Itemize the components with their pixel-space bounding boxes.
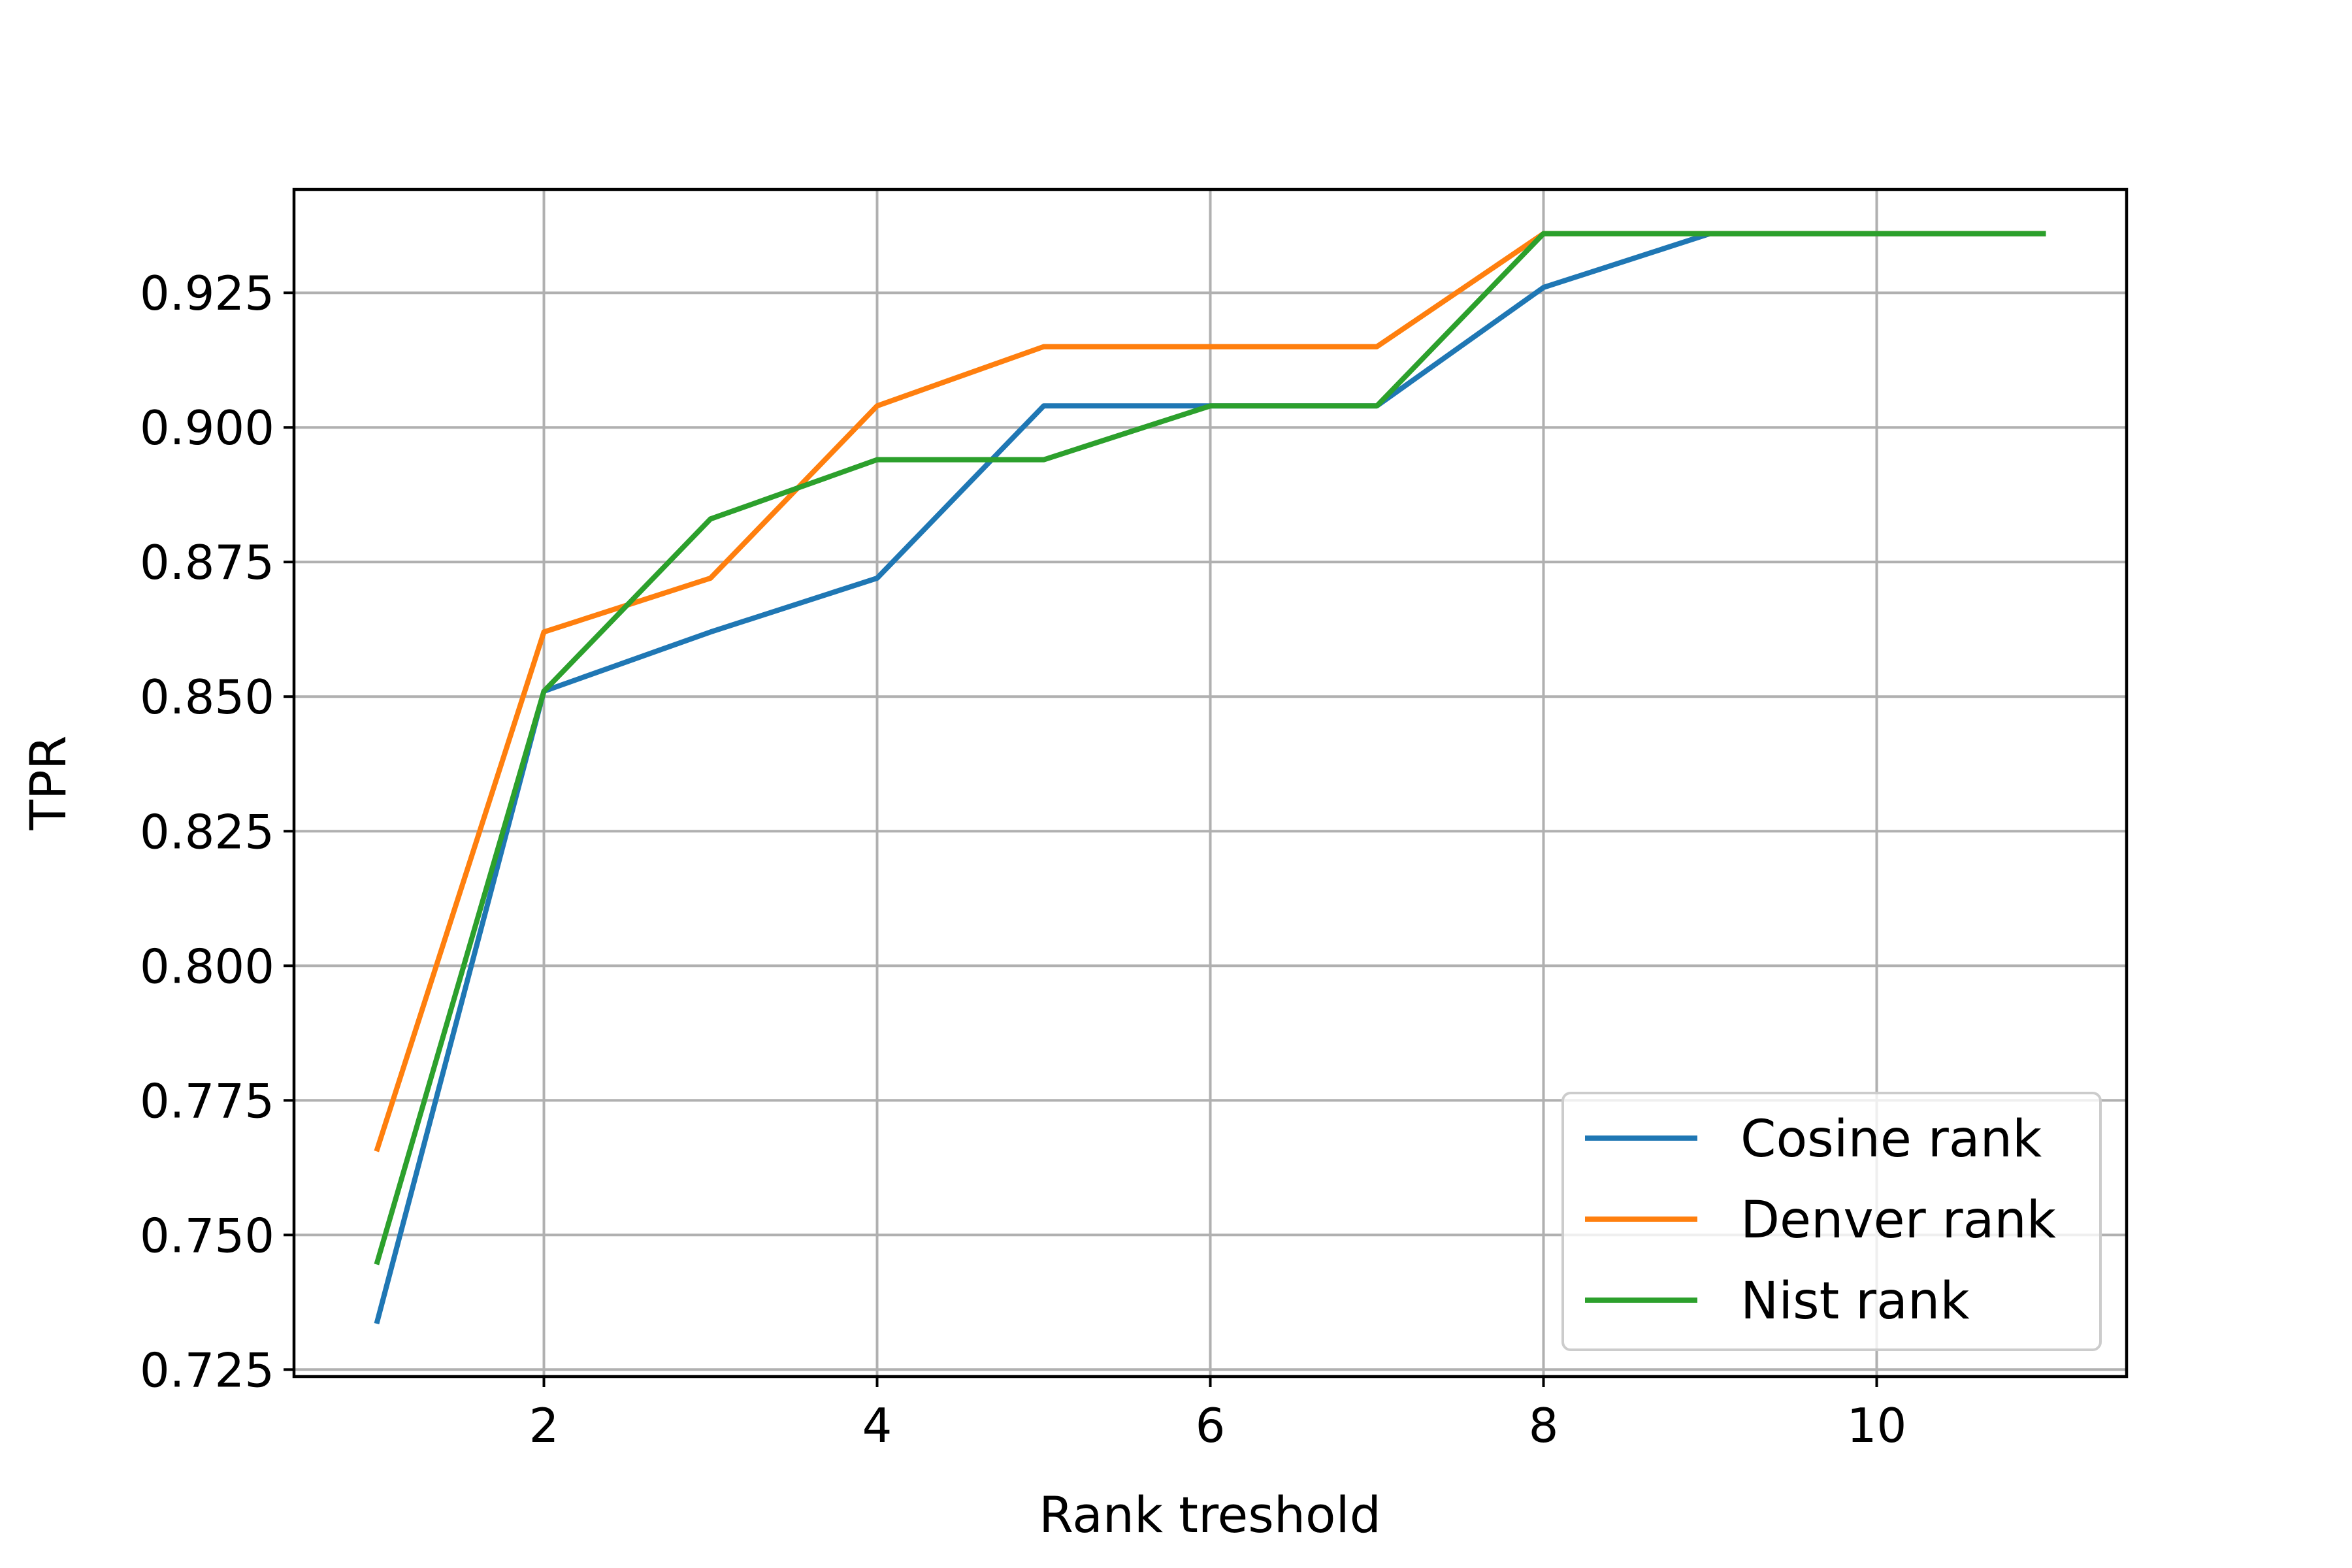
x-axis-label: Rank treshold bbox=[1039, 1486, 1381, 1544]
ticks-layer: 2 4 6 8 10 0.725 0.750 0.775 0.800 0.825 0.850 0.87… bbox=[140, 266, 1906, 1453]
y-axis-label: TPR bbox=[19, 735, 77, 830]
y-tick-label: 0.775 bbox=[140, 1073, 274, 1128]
y-tick-label: 0.750 bbox=[140, 1208, 274, 1263]
legend-label: Cosine rank bbox=[1740, 1110, 2042, 1169]
series-layer bbox=[374, 231, 2046, 1325]
y-tick-label: 0.800 bbox=[140, 939, 274, 994]
legend-label: Denver rank bbox=[1740, 1191, 2056, 1250]
x-tick-label: 10 bbox=[1847, 1398, 1907, 1453]
y-tick-label: 0.825 bbox=[140, 804, 274, 859]
grid-layer bbox=[294, 189, 2127, 1377]
legend-label: Nist rank bbox=[1740, 1272, 1970, 1331]
x-tick-label: 2 bbox=[529, 1398, 559, 1453]
x-tick-label: 4 bbox=[862, 1398, 892, 1453]
legend-box bbox=[1561, 1092, 2102, 1351]
series-line-nist-rank bbox=[374, 231, 2046, 1266]
y-tick-label: 0.725 bbox=[140, 1343, 274, 1397]
legend: Cosine rank Denver rank Nist rank bbox=[1561, 1092, 2102, 1351]
x-tick-label: 8 bbox=[1529, 1398, 1559, 1453]
y-tick-label: 0.850 bbox=[140, 670, 274, 725]
x-tick-label: 6 bbox=[1196, 1398, 1226, 1453]
y-tick-label: 0.900 bbox=[140, 400, 274, 455]
y-tick-label: 0.875 bbox=[140, 535, 274, 590]
y-tick-label: 0.925 bbox=[140, 266, 274, 321]
